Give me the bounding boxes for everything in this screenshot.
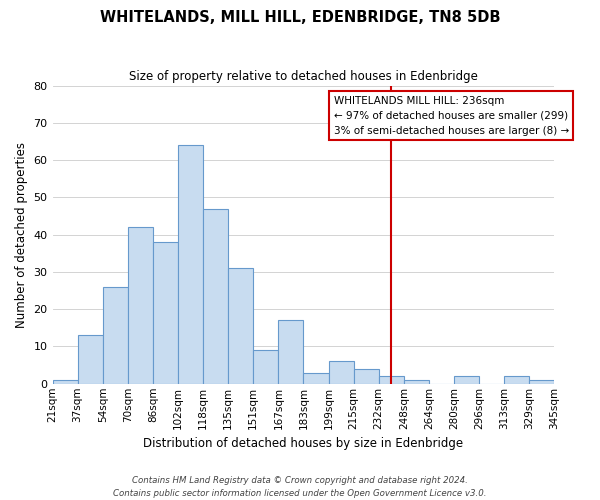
Bar [454,376,479,384]
Bar [329,362,353,384]
Bar [178,145,203,384]
Text: Contains HM Land Registry data © Crown copyright and database right 2024.
Contai: Contains HM Land Registry data © Crown c… [113,476,487,498]
Bar [504,376,529,384]
Bar [103,287,128,384]
Text: WHITELANDS MILL HILL: 236sqm
← 97% of detached houses are smaller (299)
3% of se: WHITELANDS MILL HILL: 236sqm ← 97% of de… [334,96,569,136]
X-axis label: Distribution of detached houses by size in Edenbridge: Distribution of detached houses by size … [143,437,464,450]
Text: WHITELANDS, MILL HILL, EDENBRIDGE, TN8 5DB: WHITELANDS, MILL HILL, EDENBRIDGE, TN8 5… [100,10,500,25]
Title: Size of property relative to detached houses in Edenbridge: Size of property relative to detached ho… [129,70,478,83]
Bar [278,320,304,384]
Bar [529,380,554,384]
Bar [228,268,253,384]
Bar [128,227,153,384]
Bar [53,380,77,384]
Bar [153,242,178,384]
Y-axis label: Number of detached properties: Number of detached properties [15,142,28,328]
Bar [77,336,103,384]
Bar [203,208,228,384]
Bar [253,350,278,384]
Bar [353,369,379,384]
Bar [404,380,429,384]
Bar [379,376,404,384]
Bar [304,372,329,384]
